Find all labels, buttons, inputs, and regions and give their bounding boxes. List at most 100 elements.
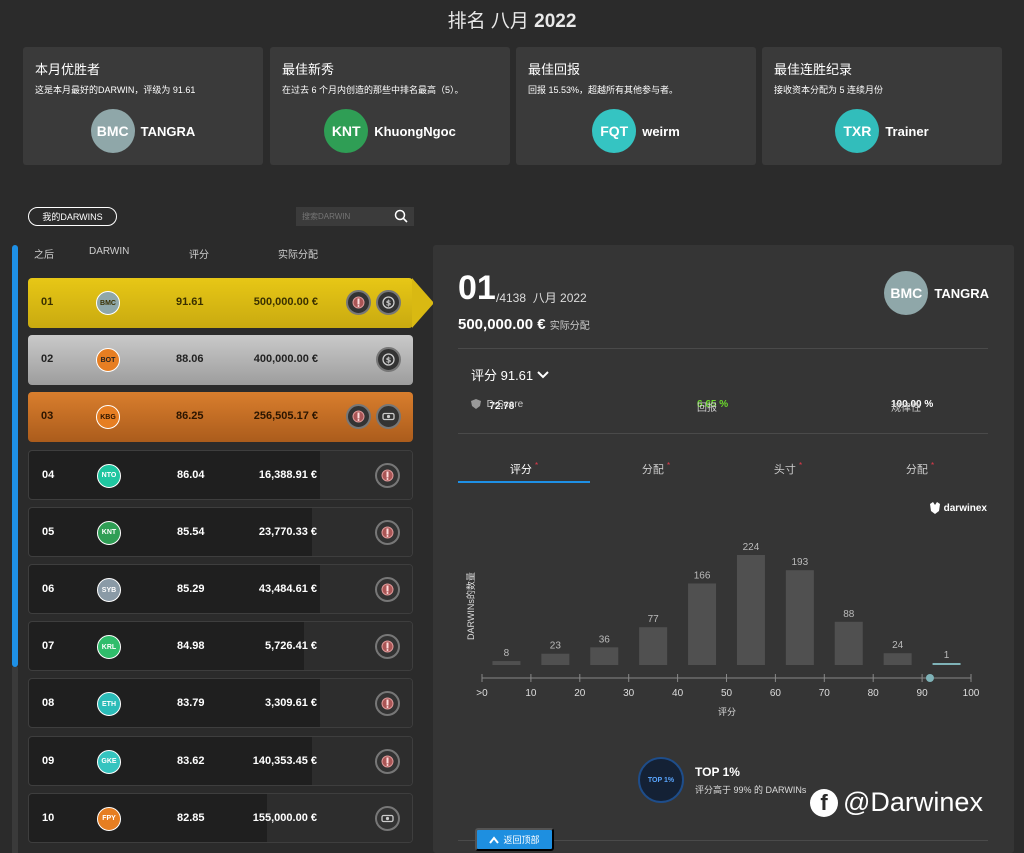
x-tick-label: 70: [819, 688, 831, 699]
row-score: 83.62: [177, 754, 205, 767]
darwin-name: Trainer: [885, 123, 929, 139]
row-rank: 08: [42, 697, 55, 710]
top-ring-icon: TOP 1%: [638, 757, 684, 803]
medal-icon[interactable]: [375, 691, 400, 717]
medal-icon[interactable]: [375, 462, 400, 488]
row-alloc: 400,000.00 €: [253, 353, 318, 366]
medal-icon[interactable]: [375, 519, 400, 545]
award-card-return[interactable]: 最佳回报 回报 15.53%，超越所有其他参与者。 FQT weirm: [516, 47, 756, 165]
detail-tabs: 评分 * 分配 * 头寸 * 分配 *: [458, 458, 988, 483]
bar-value-label: 8: [504, 648, 510, 659]
search-input[interactable]: [302, 212, 388, 221]
card-desc: 这是本月最好的DARWIN，评级为 91.61: [35, 85, 196, 95]
cash-icon[interactable]: [376, 404, 401, 430]
x-tick-label: 10: [525, 688, 537, 699]
search-icon[interactable]: [394, 209, 408, 223]
bar-value-label: 23: [550, 641, 562, 652]
row-score: 86.25: [176, 410, 204, 423]
tab-allocation-2[interactable]: 分配 *: [905, 461, 935, 476]
row-score: 86.04: [177, 468, 205, 481]
darwinex-logo: darwinex: [929, 502, 987, 514]
row-score: 85.29: [177, 583, 205, 595]
darwin-name: weirm: [642, 123, 680, 139]
award-card-rookie[interactable]: 最佳新秀 在过去 6 个月内创造的那些中排名最高（5）。 KNT KhuongNg…: [270, 47, 510, 165]
scrollbar-thumb[interactable]: [12, 245, 18, 667]
table-row[interactable]: 01 BMC 91.61 500,000.00 € $: [28, 278, 413, 328]
x-tick-label: 90: [917, 688, 929, 699]
darwinex-icon: [929, 502, 940, 514]
back-to-top-button[interactable]: 返回顶部: [475, 828, 554, 851]
medal-icon[interactable]: [375, 748, 400, 774]
score-dropdown[interactable]: 评分 91.61: [471, 365, 549, 384]
header-score: 评分: [189, 250, 209, 261]
avatar: ETH: [97, 692, 121, 717]
row-score: 82.85: [177, 811, 205, 824]
row-rank: 01: [41, 296, 54, 308]
avatar: BMC: [884, 271, 929, 315]
x-tick-label: 30: [623, 688, 635, 699]
cash-icon[interactable]: [375, 805, 400, 831]
tab-positions[interactable]: 头寸 *: [773, 461, 803, 476]
detail-darwin[interactable]: BMC TANGRA: [884, 271, 989, 315]
table-row[interactable]: 08 ETH 83.79 3,309.61 €: [28, 678, 413, 729]
chart-bar[interactable]: [688, 583, 717, 665]
medal-icon[interactable]: [375, 577, 400, 602]
x-tick-label: 100: [963, 688, 980, 699]
tab-score[interactable]: 评分 *: [458, 458, 590, 483]
regularity-stat: 规律性 100.00 %: [891, 399, 934, 414]
row-score: 88.06: [176, 353, 204, 366]
chart-bar[interactable]: [541, 653, 570, 665]
scrollbar-track[interactable]: [12, 667, 18, 853]
chart-bar[interactable]: [639, 627, 668, 665]
table-row[interactable]: 10 FPY 82.85 155,000.00 €: [28, 792, 413, 843]
row-score: 84.98: [177, 640, 205, 653]
award-card-winner[interactable]: 本月优胜者 这是本月最好的DARWIN，评级为 91.61 BMC TANGRA: [23, 47, 263, 165]
svg-text:$: $: [386, 356, 392, 365]
table-row[interactable]: 03 KBG 86.25 256,505.17 €: [28, 392, 413, 443]
x-tick-label: 80: [868, 688, 880, 699]
x-tick-label: 60: [770, 688, 782, 699]
chart-bar[interactable]: [883, 653, 912, 665]
x-tick-label: 50: [721, 688, 733, 699]
row-rank: 07: [42, 640, 55, 653]
table-row[interactable]: 07 KRL 84.98 5,726.41 €: [28, 621, 413, 672]
card-desc: 回报 15.53%，超越所有其他参与者。: [528, 85, 679, 95]
tab-allocation[interactable]: 分配 *: [641, 461, 671, 476]
table-row[interactable]: 05 KNT 85.54 23,770.33 €: [28, 506, 413, 557]
coin-icon[interactable]: $: [376, 347, 401, 373]
award-card-streak[interactable]: 最佳连胜纪录 接收资本分配为 5 连续月份 TXR Trainer: [762, 47, 1002, 165]
row-alloc: 155,000.00 €: [252, 811, 317, 824]
darwin-name: TANGRA: [140, 123, 196, 139]
chart-bar[interactable]: [932, 663, 961, 665]
darwin-name: TANGRA: [934, 285, 989, 301]
top-title: TOP 1%: [695, 765, 740, 779]
detail-rank: 01: [458, 269, 496, 307]
bar-value-label: 24: [892, 640, 904, 651]
row-rank: 03: [41, 410, 54, 423]
chart-bar[interactable]: [785, 570, 814, 665]
chart-bar[interactable]: [736, 555, 765, 665]
medal-icon[interactable]: [346, 290, 371, 315]
row-rank: 09: [42, 754, 55, 767]
table-row[interactable]: 04 NTO 86.04 16,388.91 €: [28, 449, 413, 500]
chart-bar[interactable]: [834, 621, 863, 665]
chevron-up-icon: [489, 835, 500, 844]
row-score: 83.79: [177, 697, 205, 710]
medal-icon[interactable]: [375, 634, 400, 660]
table-row[interactable]: 06 SYB 85.29 43,484.61 €: [28, 564, 413, 614]
row-rank: 04: [42, 468, 55, 481]
my-darwins-button[interactable]: 我的DARWINS: [28, 207, 117, 226]
medal-icon[interactable]: [346, 404, 371, 430]
coin-icon[interactable]: $: [376, 290, 401, 315]
table-row[interactable]: 09 GKE 83.62 140,353.45 €: [28, 735, 413, 786]
bar-value-label: 36: [599, 634, 611, 645]
chart-bar[interactable]: [590, 647, 619, 665]
chart-bar[interactable]: [492, 661, 521, 665]
row-rank: 02: [41, 353, 54, 366]
bar-value-label: 1: [944, 650, 950, 661]
bar-value-label: 77: [648, 614, 660, 625]
avatar: KBG: [96, 405, 120, 430]
watermark: f @Darwinex: [810, 787, 983, 818]
table-row[interactable]: 02 BOT 88.06 400,000.00 € $: [28, 335, 413, 386]
row-rank: 06: [42, 583, 55, 595]
